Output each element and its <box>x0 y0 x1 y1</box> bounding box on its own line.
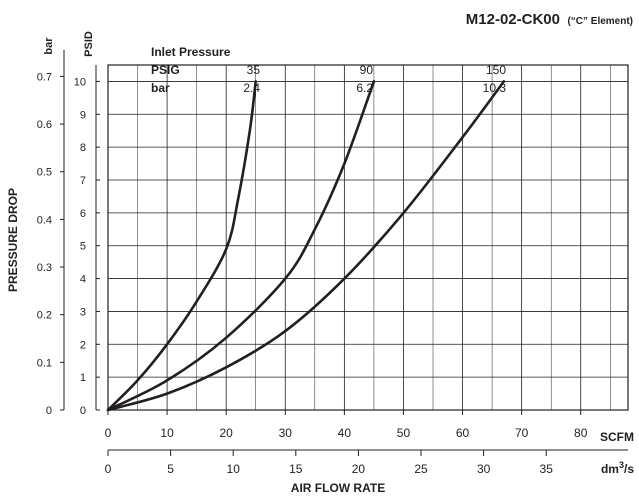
psid-tick-label: 7 <box>80 175 86 187</box>
psid-tick-label: 8 <box>80 142 86 154</box>
scfm-tick-label: 70 <box>515 426 529 440</box>
scfm-tick-label: 20 <box>220 426 234 440</box>
y-axis-label: PRESSURE DROP <box>6 188 20 292</box>
bar-unit-label: bar <box>43 37 55 55</box>
chart-title-main: M12-02-CK00 <box>466 11 560 28</box>
inlet-pressure-table: Inlet Pressure PSIG bar 35 2.4 90 6.2 15… <box>151 45 506 95</box>
legend-bar-10-3: 10.3 <box>483 81 507 95</box>
legend-psig-90: 90 <box>360 63 374 77</box>
bar-tick-label: 0.7 <box>37 71 52 83</box>
legend-row-label-psig: PSIG <box>151 63 180 77</box>
scfm-tick-label: 0 <box>105 426 112 440</box>
series-line-35psig <box>106 80 257 412</box>
bar-tick-label: 0.5 <box>37 167 52 179</box>
bar-tick-label: 0.4 <box>37 214 52 226</box>
plot-frame <box>107 64 629 411</box>
series-line-90psig <box>106 80 376 412</box>
scfm-tick-label: 50 <box>397 426 411 440</box>
legend-psig-35: 35 <box>247 63 261 77</box>
dm3s-unit-tail: /s <box>624 462 634 476</box>
legend-bar-2-4: 2.4 <box>243 81 260 95</box>
scfm-tick-label: 40 <box>338 426 352 440</box>
psid-unit-label: PSID <box>83 31 95 57</box>
chart-title: M12-02-CK00 (“C” Element) <box>466 11 633 28</box>
scfm-unit-label: SCFM <box>600 430 634 444</box>
legend-row-label-bar: bar <box>151 81 170 95</box>
chart-title-suffix: (“C” Element) <box>567 16 633 27</box>
dm3s-tick-label: 0 <box>105 462 112 476</box>
psid-tick-label: 0 <box>80 405 86 417</box>
psid-tick-label: 2 <box>80 339 86 351</box>
dm3s-tick-label: 15 <box>289 462 303 476</box>
dm3s-tick-label: 20 <box>352 462 366 476</box>
dm3s-unit-label: dm3/s <box>601 460 634 476</box>
legend-psig-150: 150 <box>486 63 506 77</box>
scfm-tick-label: 80 <box>574 426 588 440</box>
scfm-tick-label: 10 <box>160 426 174 440</box>
dm3s-tick-label: 30 <box>477 462 491 476</box>
bar-tick-label: 0.6 <box>37 119 52 131</box>
bar-tick-label: 0 <box>46 405 52 417</box>
psid-tick-label: 9 <box>80 109 86 121</box>
series-line-150psig <box>106 80 506 412</box>
bar-tick-label: 0.2 <box>37 310 52 322</box>
scfm-tick-label: 30 <box>279 426 293 440</box>
dm3s-tick-label: 35 <box>540 462 554 476</box>
psid-tick-label: 4 <box>80 274 86 286</box>
dm3s-tick-label: 25 <box>414 462 428 476</box>
psid-tick-label: 3 <box>80 306 86 318</box>
dm3s-unit-base: dm <box>601 462 619 476</box>
legend-header: Inlet Pressure <box>151 45 231 59</box>
psid-tick-label: 10 <box>74 76 86 88</box>
scfm-tick-label: 60 <box>456 426 470 440</box>
psid-tick-label: 1 <box>80 372 86 384</box>
bar-tick-label: 0.1 <box>37 357 52 369</box>
bar-tick-label: 0.3 <box>37 262 52 274</box>
dm3s-unit-sup: 3 <box>619 460 624 470</box>
legend-bar-6-2: 6.2 <box>356 81 373 95</box>
dm3s-tick-label: 5 <box>167 462 174 476</box>
psid-tick-label: 5 <box>80 241 86 253</box>
x-axis-label: AIR FLOW RATE <box>291 481 385 495</box>
dm3s-tick-label: 10 <box>227 462 241 476</box>
psid-tick-label: 6 <box>80 208 86 220</box>
